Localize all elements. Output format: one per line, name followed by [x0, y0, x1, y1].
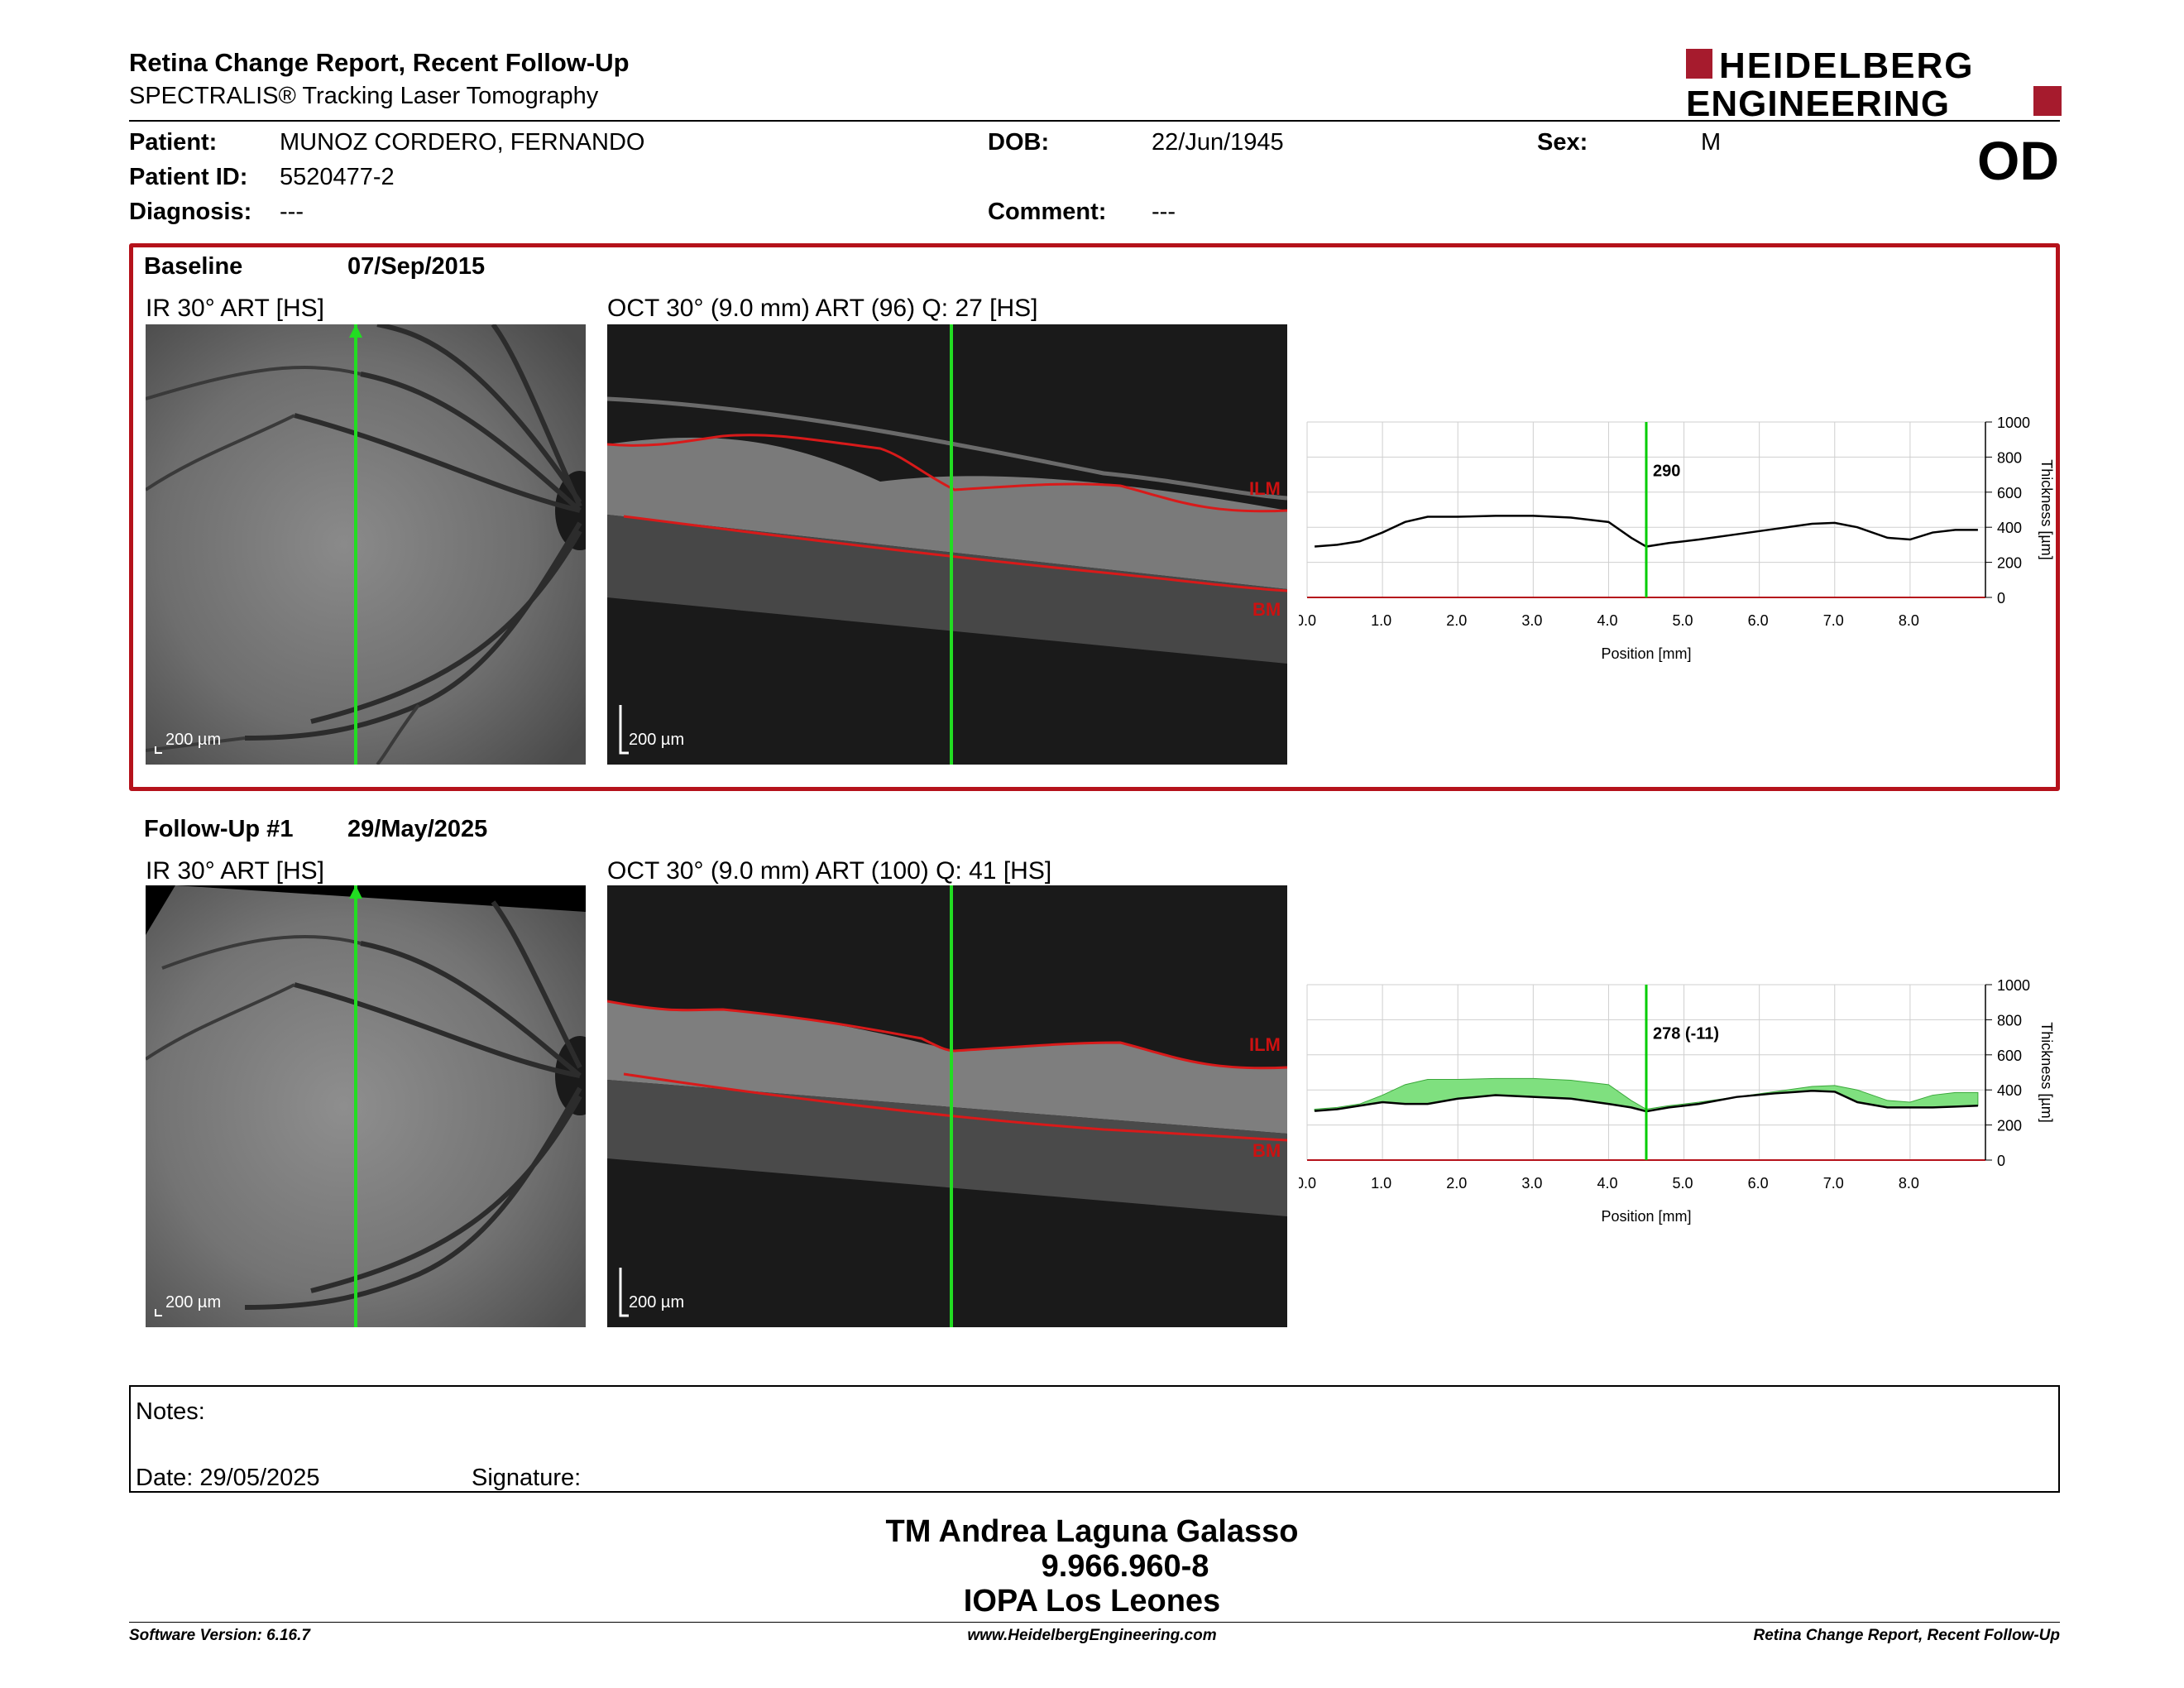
x-axis-label: Position [mm]: [1601, 645, 1691, 662]
x-tick-label: 6.0: [1748, 612, 1769, 629]
y-tick-label: 0: [1997, 590, 2005, 607]
svg-text:ILM: ILM: [1249, 1034, 1281, 1055]
cursor-value-label: 278 (-11): [1653, 1025, 1719, 1043]
baseline-label: Baseline: [144, 253, 243, 280]
footer-report-name: Retina Change Report, Recent Follow-Up: [1753, 1627, 2060, 1644]
baseline-oct-image: ILM BM 200 µm: [607, 324, 1287, 765]
y-tick-label: 400: [1997, 1082, 2022, 1099]
baseline-date: 07/Sep/2015: [347, 253, 486, 280]
followup-ir-caption: IR 30° ART [HS]: [146, 857, 324, 885]
followup-thickness-chart: 1000 800 600 400 200 0 0.0 1.0 2.0 3.0 4.0 5.0 6.0 7.…: [1299, 977, 2055, 1225]
x-tick-label: 4.0: [1597, 612, 1617, 629]
baseline-thickness-chart: 1000 800 600 400 200 0 0.0 1.0 2.0 3.0 4.0 5.0 6.0 7.…: [1299, 415, 2055, 662]
svg-text:BM: BM: [1252, 1140, 1281, 1161]
y-tick-label: 600: [1997, 485, 2022, 501]
svg-text:200 µm: 200 µm: [165, 1293, 221, 1312]
patient-name: MUNOZ CORDERO, FERNANDO: [280, 129, 645, 156]
followup-oct-caption: OCT 30° (9.0 mm) ART (100) Q: 41 [HS]: [607, 857, 1052, 885]
patient-label: Patient:: [129, 129, 218, 156]
x-tick-label: 1.0: [1371, 1175, 1391, 1192]
signature-label: Signature:: [472, 1465, 582, 1491]
sex-label: Sex:: [1537, 129, 1588, 156]
baseline-ir-caption: IR 30° ART [HS]: [146, 295, 324, 322]
baseline-ir-image: 200 µm: [146, 324, 586, 765]
x-tick-label: 5.0: [1673, 612, 1693, 629]
notes-label: Notes:: [136, 1398, 205, 1425]
svg-text:200 µm: 200 µm: [165, 731, 221, 749]
x-tick-label: 8.0: [1899, 1175, 1919, 1192]
patient-id-label: Patient ID:: [129, 164, 248, 190]
y-axis-label: Thickness [µm]: [2038, 459, 2055, 559]
comment-label: Comment:: [988, 199, 1107, 225]
patient-id: 5520477-2: [280, 164, 395, 190]
followup-label: Follow-Up #1: [144, 816, 294, 842]
x-tick-label: 0.0: [1299, 1175, 1316, 1192]
x-axis-label: Position [mm]: [1601, 1208, 1691, 1225]
notes-date: Date: 29/05/2025: [136, 1465, 320, 1491]
x-tick-label: 0.0: [1299, 612, 1316, 629]
followup-oct-image: ILM BM 200 µm: [607, 885, 1287, 1327]
footer-software-version: Software Version: 6.16.7: [129, 1627, 310, 1644]
x-tick-label: 7.0: [1823, 1175, 1844, 1192]
followup-ir-image: 200 µm: [146, 885, 586, 1327]
scan-line: [354, 324, 357, 765]
header-rule: [129, 120, 2060, 122]
signatory-name: TM Andrea Laguna Galasso: [885, 1514, 1299, 1549]
eye-indicator: OD: [1977, 130, 2059, 191]
svg-text:200 µm: 200 µm: [629, 1293, 684, 1312]
y-tick-label: 200: [1997, 555, 2022, 572]
dob-label: DOB:: [988, 129, 1050, 156]
x-tick-label: 1.0: [1371, 612, 1391, 629]
svg-text:ENGINEERING: ENGINEERING: [1686, 84, 1950, 119]
diagnosis-value: ---: [280, 199, 304, 225]
x-tick-label: 3.0: [1521, 1175, 1542, 1192]
y-tick-label: 800: [1997, 449, 2022, 466]
y-tick-label: 1000: [1997, 415, 2030, 431]
baseline-oct-caption: OCT 30° (9.0 mm) ART (96) Q: 27 [HS]: [607, 295, 1038, 322]
svg-text:BM: BM: [1252, 599, 1281, 620]
y-tick-label: 800: [1997, 1012, 2022, 1029]
y-tick-label: 200: [1997, 1118, 2022, 1134]
svg-text:200 µm: 200 µm: [629, 731, 684, 749]
signatory-id: 9.966.960-8: [1041, 1549, 1209, 1584]
x-tick-label: 3.0: [1521, 612, 1542, 629]
comment-value: ---: [1152, 199, 1176, 225]
notes-box[interactable]: [129, 1385, 2060, 1493]
cursor-value-label: 290: [1653, 463, 1680, 481]
heidelberg-logo: HEIDELBERG ENGINEERING: [1686, 46, 2062, 119]
followup-date: 29/May/2025: [347, 816, 488, 842]
x-tick-label: 8.0: [1899, 612, 1919, 629]
x-tick-label: 4.0: [1597, 1175, 1617, 1192]
y-tick-label: 1000: [1997, 977, 2030, 994]
signatory-institution: IOPA Los Leones: [963, 1584, 1221, 1618]
x-tick-label: 2.0: [1446, 612, 1467, 629]
x-tick-label: 2.0: [1446, 1175, 1467, 1192]
y-axis-label: Thickness [µm]: [2038, 1022, 2055, 1122]
x-tick-label: 6.0: [1748, 1175, 1769, 1192]
y-tick-label: 0: [1997, 1153, 2005, 1169]
footer-website[interactable]: www.HeidelbergEngineering.com: [967, 1627, 1217, 1644]
svg-text:ILM: ILM: [1249, 478, 1281, 499]
dob-value: 22/Jun/1945: [1152, 129, 1284, 156]
y-tick-label: 600: [1997, 1048, 2022, 1064]
x-tick-label: 7.0: [1823, 612, 1844, 629]
diagnosis-label: Diagnosis:: [129, 199, 252, 225]
baseline-panel: [129, 243, 2060, 791]
report-title: Retina Change Report, Recent Follow-Up: [129, 48, 630, 77]
report-subtitle: SPECTRALIS® Tracking Laser Tomography: [129, 83, 599, 109]
footer-rule: [129, 1622, 2060, 1623]
svg-text:HEIDELBERG: HEIDELBERG: [1719, 46, 1974, 86]
sex-value: M: [1701, 129, 1722, 156]
x-tick-label: 5.0: [1673, 1175, 1693, 1192]
y-tick-label: 400: [1997, 520, 2022, 536]
